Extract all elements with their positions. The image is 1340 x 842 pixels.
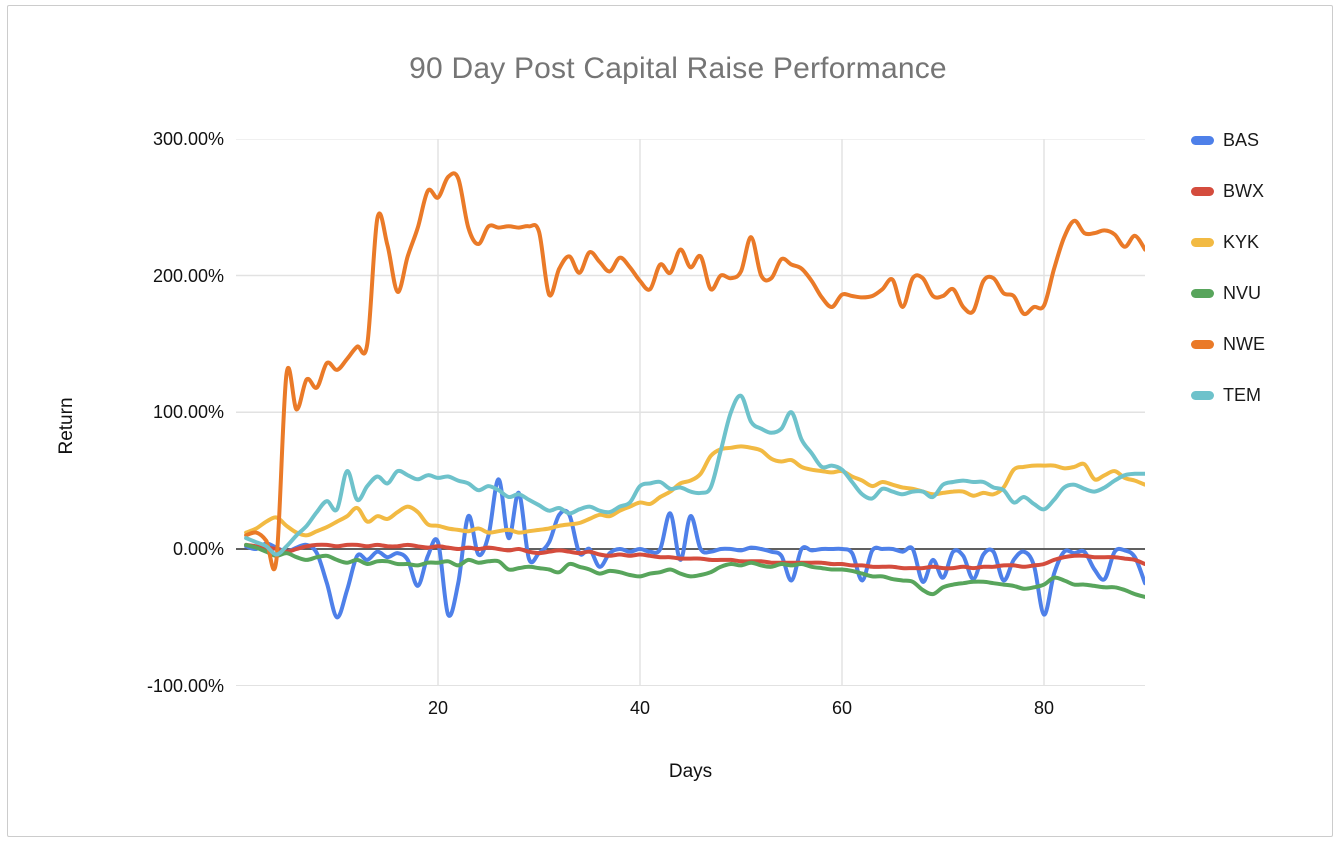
series-line-nvu	[244, 542, 1145, 599]
chart-title: 90 Day Post Capital Raise Performance	[409, 52, 947, 85]
legend-item-bwx: BWX	[1191, 180, 1265, 202]
y-axis-title: Return	[56, 397, 77, 455]
y-tick-label: 200.00%	[152, 265, 224, 286]
legend-item-nvu: NVU	[1191, 282, 1265, 304]
legend-label: BWX	[1223, 181, 1265, 201]
legend-label: TEM	[1223, 385, 1261, 405]
legend-swatch-icon	[1191, 135, 1214, 145]
legend-item-nwe: NWE	[1191, 333, 1265, 355]
legend: BAS BWX KYK NVU NWE TEM	[1191, 129, 1265, 435]
legend-swatch-icon	[1191, 339, 1214, 349]
x-tick-label: 20	[427, 698, 449, 718]
series-line-tem	[244, 393, 1145, 557]
legend-item-bas: BAS	[1191, 129, 1265, 151]
y-tick-label: -100.00%	[146, 675, 224, 696]
legend-label: NVU	[1223, 283, 1262, 303]
x-tick-label: 60	[831, 698, 853, 718]
y-tick-label: 300.00%	[152, 128, 224, 149]
series-line-bas	[244, 477, 1145, 620]
series-line-nwe	[244, 171, 1145, 572]
legend-label: BAS	[1223, 130, 1260, 150]
legend-swatch-icon	[1191, 390, 1214, 400]
x-tick-label: 80	[1033, 698, 1055, 718]
chart-container: 90 Day Post Capital Raise Performance Re…	[7, 5, 1333, 837]
series-line-bwx	[244, 542, 1145, 571]
plot-area	[236, 139, 1145, 686]
legend-label: NWE	[1223, 334, 1265, 354]
y-tick-label: 100.00%	[152, 402, 224, 423]
legend-label: KYK	[1223, 232, 1260, 252]
x-axis-title: Days	[668, 761, 713, 782]
x-tick-label: 40	[629, 698, 651, 718]
y-tick-label: 0.00%	[172, 539, 224, 559]
series-line-kyk	[244, 444, 1145, 538]
legend-item-tem: TEM	[1191, 384, 1265, 406]
legend-item-kyk: KYK	[1191, 231, 1265, 253]
legend-swatch-icon	[1191, 288, 1214, 298]
legend-swatch-icon	[1191, 186, 1214, 196]
legend-swatch-icon	[1191, 237, 1214, 247]
